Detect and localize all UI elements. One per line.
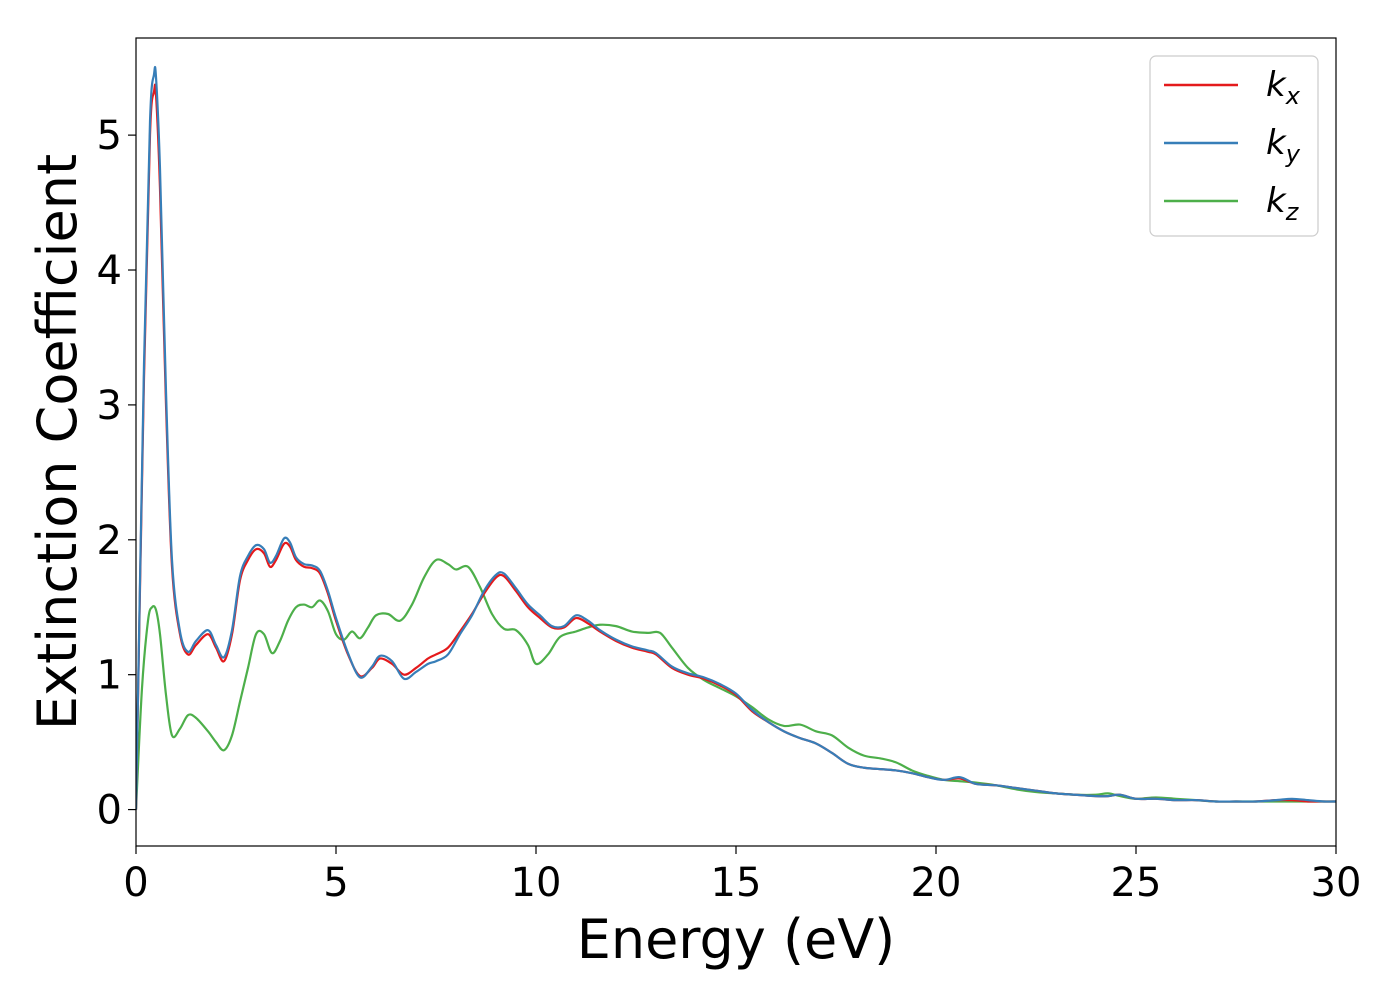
legend-label-base: k [1266, 181, 1287, 221]
y-tick-label: 4 [97, 248, 122, 294]
y-tick-label: 3 [97, 383, 122, 429]
y-tick-label: 2 [97, 518, 122, 564]
legend-label-base: k [1266, 65, 1287, 105]
y-tick-label: 0 [97, 788, 122, 834]
y-axis-ticks: 0 1 2 3 4 5 [97, 113, 136, 834]
x-tick-label: 30 [1311, 860, 1362, 906]
legend-label-base: k [1266, 123, 1287, 163]
legend-label-x: kx [1266, 65, 1301, 110]
legend-label-y: ky [1266, 123, 1301, 168]
x-tick-label: 5 [323, 860, 348, 906]
legend-label-subscript: x [1285, 82, 1301, 110]
y-tick-label: 5 [97, 113, 122, 159]
legend-label-z: kz [1266, 181, 1300, 226]
series-lines [136, 65, 1336, 810]
x-axis-ticks: 0 5 10 15 20 25 30 [123, 846, 1361, 906]
y-axis-label: Extinction Coefficient [26, 154, 89, 730]
legend-label-subscript: y [1285, 140, 1301, 168]
x-tick-label: 10 [511, 860, 562, 906]
x-tick-label: 25 [1111, 860, 1162, 906]
x-tick-label: 0 [123, 860, 148, 906]
series-line-y [136, 65, 1336, 810]
plot-area [136, 38, 1336, 846]
x-tick-label: 20 [911, 860, 962, 906]
legend-label-subscript: z [1285, 198, 1300, 226]
y-tick-label: 1 [97, 653, 122, 699]
x-tick-label: 15 [711, 860, 762, 906]
x-axis-label: Energy (eV) [577, 908, 896, 971]
legend-box [1149, 55, 1319, 237]
